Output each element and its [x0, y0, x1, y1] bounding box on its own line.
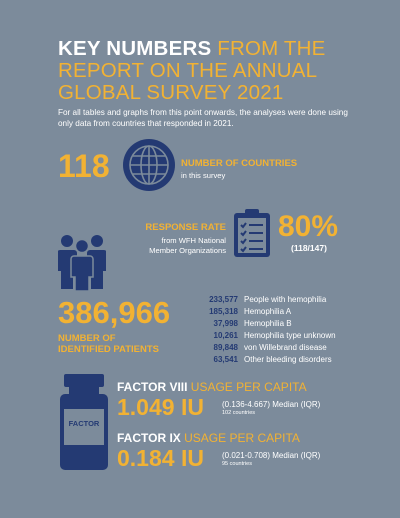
breakdown-value: 63,541	[213, 355, 238, 364]
factor8-head: FACTOR VIII USAGE PER CAPITA	[117, 380, 307, 394]
breakdown-row: 10,261 Hemophilia type unknown	[190, 331, 336, 341]
factor9-range: (0.021-0.708) Median (IQR)	[222, 451, 321, 460]
patients-value: 386,966	[58, 295, 171, 330]
factor9-head: FACTOR IX USAGE PER CAPITA	[117, 431, 300, 445]
factor9-note: (0.021-0.708) Median (IQR) 95 countries	[222, 451, 320, 469]
factor8-range: (0.136-4.667) Median (IQR)	[222, 400, 321, 409]
response-detail: (118/147)	[291, 243, 327, 253]
globe-icon	[123, 139, 175, 191]
breakdown-label: Other bleeding disorders	[244, 355, 332, 364]
vial-label: FACTOR	[68, 419, 100, 428]
breakdown-row: 37,998 Hemophilia B	[190, 319, 292, 329]
response-sub2: Member Organizations	[149, 246, 226, 255]
factor8-value: 1.049 IU	[117, 394, 204, 420]
countries-label: NUMBER OF COUNTRIES	[181, 158, 298, 169]
breakdown-label: Hemophilia B	[244, 319, 292, 328]
patients-label1: NUMBER OF	[58, 333, 116, 344]
factor8-note: (0.136-4.667) Median (IQR) 102 countries	[222, 400, 320, 418]
people-group-icon	[58, 235, 106, 291]
factor9-countries: 95 countries	[222, 461, 252, 467]
title-line3: GLOBAL SURVEY 2021	[58, 81, 284, 104]
response-label: RESPONSE RATE	[145, 222, 226, 233]
breakdown-label: Hemophilia A	[244, 307, 292, 316]
breakdown-value: 233,577	[209, 295, 238, 304]
factor-vial-icon	[60, 374, 108, 470]
breakdown-row: 89,848 von Willebrand disease	[190, 343, 327, 353]
factor9-value: 0.184 IU	[117, 445, 204, 471]
countries-value: 118	[58, 148, 110, 184]
breakdown-label: Hemophilia type unknown	[244, 331, 336, 340]
title-line1-white: KEY NUMBERS	[58, 37, 212, 60]
breakdown-value: 185,318	[209, 307, 238, 316]
breakdown-value: 89,848	[213, 343, 238, 352]
breakdown-label: von Willebrand disease	[244, 343, 327, 352]
title-line2: REPORT ON THE ANNUAL	[58, 59, 318, 82]
clipboard-checklist-icon	[234, 209, 270, 257]
factor8-head-white: FACTOR VIII	[117, 380, 188, 394]
factor9-head-yellow: USAGE PER CAPITA	[180, 431, 300, 445]
page-title: KEY NUMBERS FROM THE REPORT ON THE ANNUA…	[58, 38, 378, 104]
breakdown-row: 185,318 Hemophilia A	[190, 307, 291, 317]
breakdown-row: 63,541 Other bleeding disorders	[190, 355, 332, 365]
factor8-head-yellow: USAGE PER CAPITA	[187, 380, 307, 394]
response-sub1: from WFH National	[161, 236, 226, 245]
breakdown-label: People with hemophilia	[244, 295, 327, 304]
breakdown-value: 37,998	[213, 319, 238, 328]
countries-sublabel: in this survey	[181, 171, 226, 180]
factor8-countries: 102 countries	[222, 410, 256, 416]
factor9-head-white: FACTOR IX	[117, 431, 181, 445]
title-line1-yellow: FROM THE	[211, 37, 326, 60]
patients-label2: IDENTIFIED PATIENTS	[58, 344, 159, 355]
breakdown-row: 233,577 People with hemophilia	[190, 295, 326, 305]
response-value: 80%	[278, 210, 339, 243]
subtitle: For all tables and graphs from this poin…	[58, 108, 348, 128]
breakdown-value: 10,261	[213, 331, 238, 340]
